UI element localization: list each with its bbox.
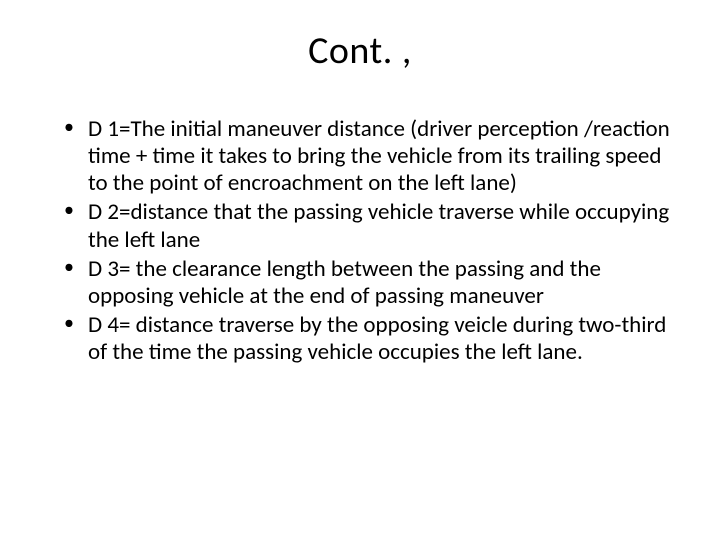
slide-title: Cont. , (36, 28, 684, 74)
list-item: D 4= distance traverse by the opposing v… (70, 312, 684, 366)
list-item: D 3= the clearance length between the pa… (70, 256, 684, 310)
bullet-list: D 1=The initial maneuver distance (drive… (36, 116, 684, 366)
list-item: D 1=The initial maneuver distance (drive… (70, 116, 684, 197)
list-item: D 2=distance that the passing vehicle tr… (70, 199, 684, 253)
